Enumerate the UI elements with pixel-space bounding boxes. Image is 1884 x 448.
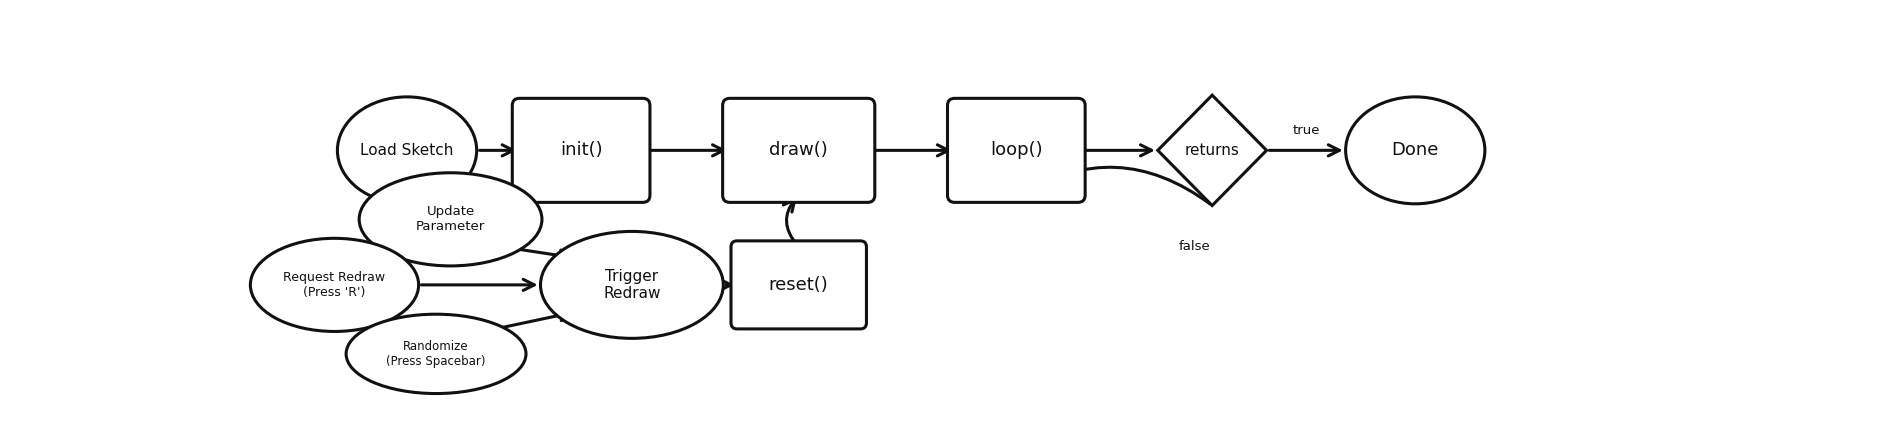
Text: loop(): loop(): [989, 142, 1042, 159]
FancyBboxPatch shape: [723, 98, 874, 202]
Text: Update
Parameter: Update Parameter: [416, 205, 486, 233]
Text: Randomize
(Press Spacebar): Randomize (Press Spacebar): [386, 340, 486, 368]
FancyBboxPatch shape: [948, 98, 1085, 202]
Text: Load Sketch: Load Sketch: [360, 143, 454, 158]
Text: returns: returns: [1185, 143, 1240, 158]
Text: false: false: [1179, 240, 1211, 253]
Ellipse shape: [1345, 97, 1485, 204]
FancyBboxPatch shape: [731, 241, 867, 329]
Ellipse shape: [541, 232, 723, 338]
Text: Done: Done: [1392, 142, 1439, 159]
Ellipse shape: [347, 314, 526, 393]
Ellipse shape: [360, 173, 543, 266]
FancyBboxPatch shape: [512, 98, 650, 202]
Text: Trigger
Redraw: Trigger Redraw: [603, 269, 661, 301]
Text: init(): init(): [560, 142, 603, 159]
Text: Request Redraw
(Press 'R'): Request Redraw (Press 'R'): [283, 271, 386, 299]
Polygon shape: [1159, 95, 1266, 206]
Text: draw(): draw(): [769, 142, 829, 159]
Ellipse shape: [337, 97, 477, 204]
Text: true: true: [1292, 124, 1321, 137]
Text: reset(): reset(): [769, 276, 829, 294]
Ellipse shape: [251, 238, 418, 332]
